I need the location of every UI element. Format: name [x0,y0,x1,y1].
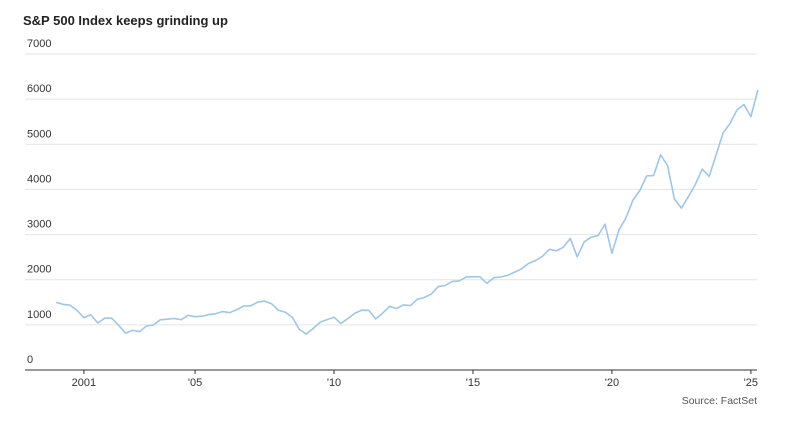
x-tick-label: '10 [327,377,341,389]
line [55,89,759,335]
x-tick-label: '15 [466,377,480,389]
source: Source: FactSet [682,395,757,407]
y-tick-label: 5000 [27,128,51,140]
y-tick-label: 6000 [27,83,51,95]
x-tick-label: '05 [188,377,202,389]
y-tick-label: 7000 [27,38,51,50]
x-tick-label: '20 [605,377,619,389]
y-tick-label: 3000 [27,219,51,231]
y-tick-label: 2000 [27,264,51,276]
x-tick-label: '25 [744,377,758,389]
y-tick-label: 4000 [27,173,51,185]
chart-title: S&P 500 Index keeps grinding up [23,13,228,28]
x-tick-label: 2001 [72,377,96,389]
y-tick-label: 0 [27,354,33,366]
y-tick-label: 1000 [27,309,51,321]
